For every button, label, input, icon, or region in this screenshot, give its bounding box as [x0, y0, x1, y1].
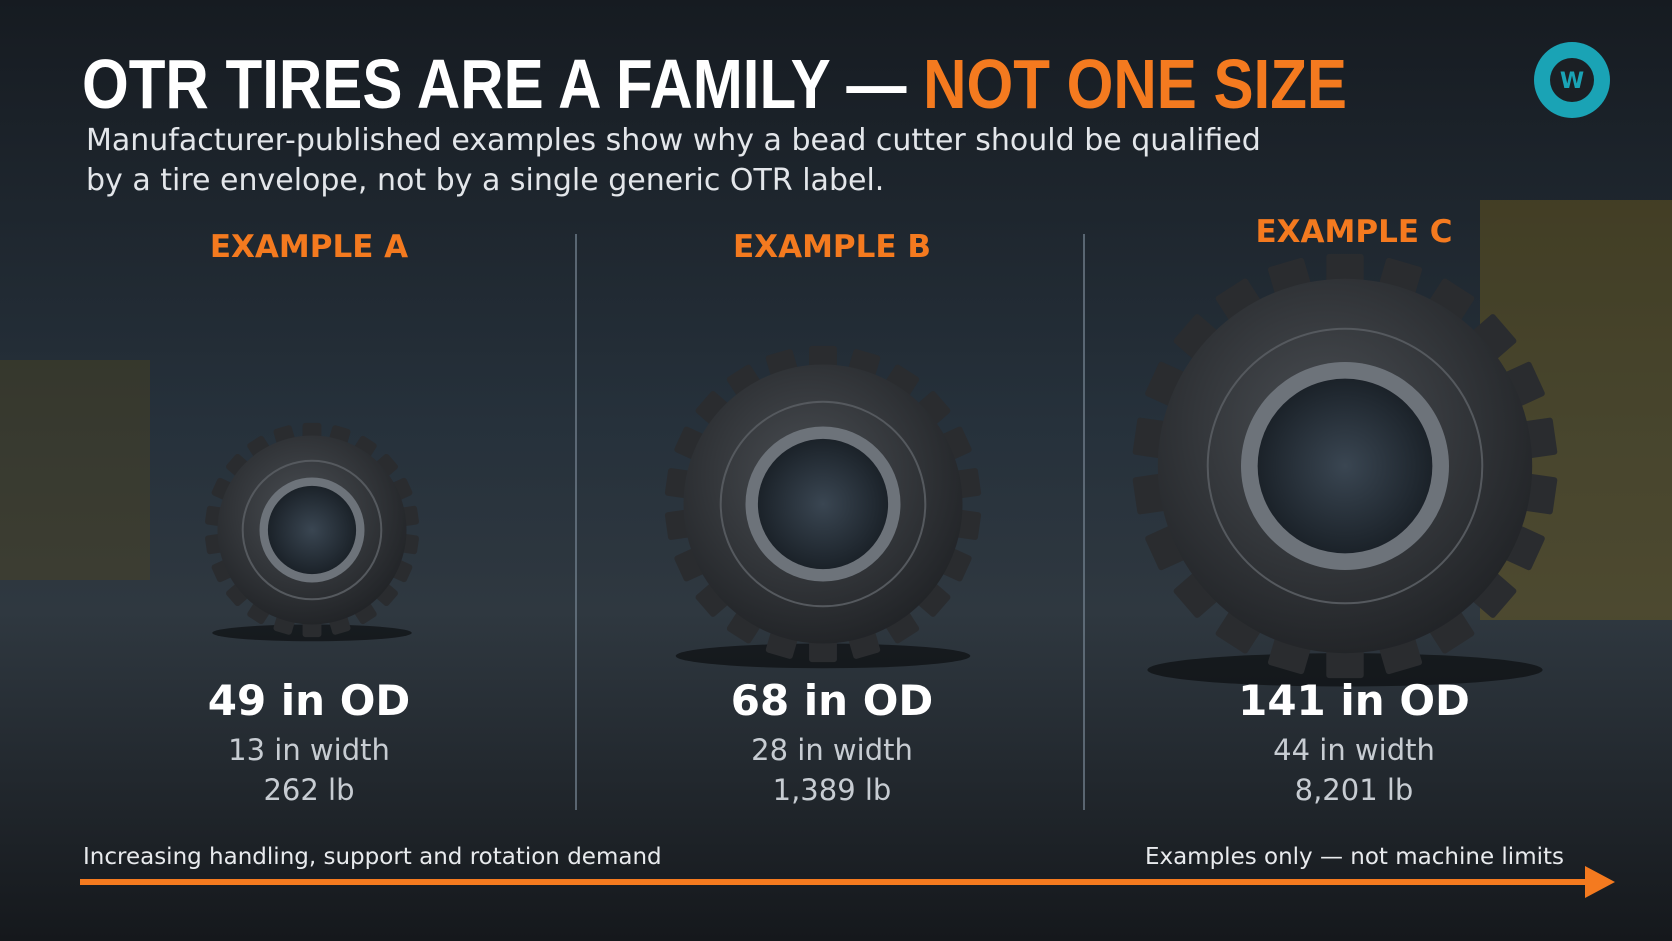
tire-sidewall [719, 400, 927, 608]
svg-text:W: W [1560, 69, 1584, 94]
example-label: EXAMPLE A [210, 229, 408, 265]
subtitle: Manufacturer-published examples show why… [86, 123, 1261, 158]
example-label: EXAMPLE C [1255, 214, 1452, 250]
footer-left: Increasing handling, support and rotatio… [83, 844, 662, 870]
rim-hole [267, 485, 357, 575]
logo: W [1534, 42, 1610, 118]
rim-hole [757, 438, 889, 570]
tire-width: 13 in width [228, 733, 390, 767]
tire-sidewall [1206, 327, 1484, 605]
title: OTR TIRES ARE A FAMILY — NOT ONE SIZE [82, 45, 1347, 123]
outer-diameter: 68 in OD [731, 676, 934, 725]
arrow-head [1585, 866, 1615, 898]
example-label: EXAMPLE B [733, 229, 931, 265]
tire [664, 345, 982, 669]
rim-hole [1257, 378, 1433, 554]
outer-diameter: 49 in OD [208, 676, 411, 725]
tire-weight: 1,389 lb [773, 773, 892, 807]
subtitle: by a tire envelope, not by a single gene… [86, 163, 884, 198]
tire-weight: 8,201 lb [1295, 773, 1414, 807]
tire-width: 28 in width [751, 733, 913, 767]
truck-silhouette [0, 360, 150, 580]
tire-weight: 262 lb [263, 773, 354, 807]
tire [205, 422, 419, 642]
outer-diameter: 141 in OD [1238, 676, 1470, 725]
title-accent: NOT ONE SIZE [923, 45, 1347, 123]
footer-right: Examples only — not machine limits [1145, 844, 1564, 870]
tire [1132, 253, 1558, 687]
tire-width: 44 in width [1273, 733, 1435, 767]
tire-sidewall [241, 459, 383, 601]
title-main: OTR TIRES ARE A FAMILY — [82, 45, 923, 123]
